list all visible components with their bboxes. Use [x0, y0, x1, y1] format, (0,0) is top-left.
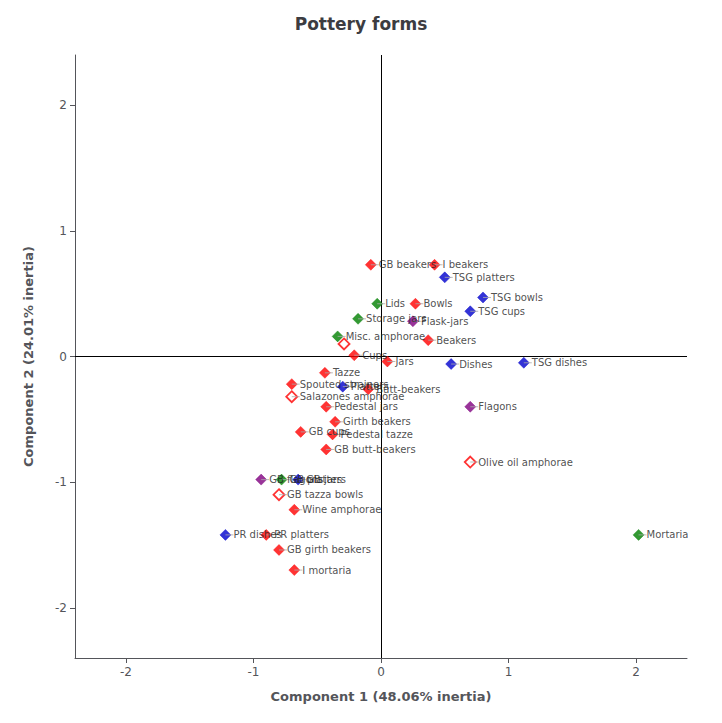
- svg-text:Flask-jars: Flask-jars: [421, 316, 469, 327]
- svg-text:GB platters: GB platters: [290, 474, 346, 485]
- svg-text:0: 0: [377, 665, 385, 679]
- svg-text:Bowls: Bowls: [423, 298, 452, 309]
- svg-text:2: 2: [59, 98, 67, 112]
- svg-text:-1: -1: [55, 475, 67, 489]
- svg-text:GB beakers: GB beakers: [379, 259, 436, 270]
- svg-text:GB butt-beakers: GB butt-beakers: [334, 444, 415, 455]
- svg-text:PR platters: PR platters: [274, 529, 329, 540]
- svg-text:1: 1: [59, 224, 67, 238]
- svg-text:-1: -1: [248, 665, 260, 679]
- svg-text:Pottery forms: Pottery forms: [295, 14, 428, 34]
- svg-text:GB cups: GB cups: [308, 426, 350, 438]
- svg-text:GB girth beakers: GB girth beakers: [287, 544, 371, 555]
- svg-text:Spouted strainers: Spouted strainers: [300, 379, 389, 390]
- svg-text:2: 2: [632, 665, 640, 679]
- svg-text:Pedestal jars: Pedestal jars: [334, 401, 398, 412]
- svg-text:Pedestal tazze: Pedestal tazze: [341, 429, 413, 440]
- svg-text:Dishes: Dishes: [459, 359, 492, 370]
- svg-text:Tazze: Tazze: [332, 367, 360, 378]
- svg-text:1: 1: [505, 665, 513, 679]
- svg-text:-2: -2: [120, 665, 132, 679]
- svg-text:-2: -2: [55, 601, 67, 615]
- svg-text:Cups: Cups: [362, 350, 387, 361]
- svg-text:TSG cups: TSG cups: [477, 306, 525, 317]
- svg-text:Wine amphorae: Wine amphorae: [302, 504, 381, 515]
- svg-text:Jars: Jars: [394, 356, 413, 367]
- svg-text:Misc. amphorae: Misc. amphorae: [346, 331, 426, 342]
- svg-text:GB tazza bowls: GB tazza bowls: [287, 489, 363, 500]
- svg-text:TSG bowls: TSG bowls: [490, 292, 543, 303]
- svg-text:Storage jars: Storage jars: [366, 313, 427, 324]
- svg-text:Butt-beakers: Butt-beakers: [376, 383, 441, 395]
- svg-text:Mortaria: Mortaria: [647, 529, 689, 540]
- svg-text:Lids: Lids: [385, 298, 405, 309]
- svg-text:Salazones amphorae: Salazones amphorae: [299, 391, 405, 403]
- svg-text:Component 1 (48.06% inertia): Component 1 (48.06% inertia): [271, 689, 492, 704]
- svg-text:TSG platters: TSG platters: [452, 272, 515, 283]
- svg-text:Beakers: Beakers: [436, 335, 476, 346]
- svg-text:I beakers: I beakers: [443, 259, 489, 270]
- svg-text:Girth beakers: Girth beakers: [343, 416, 411, 427]
- svg-text:GB jars: GB jars: [306, 474, 342, 485]
- svg-text:Flagons: Flagons: [478, 401, 517, 412]
- svg-text:Olive oil amphorae: Olive oil amphorae: [478, 457, 573, 468]
- svg-text:0: 0: [59, 350, 67, 364]
- svg-text:PR dishes: PR dishes: [233, 529, 282, 541]
- svg-text:I mortaria: I mortaria: [302, 565, 351, 576]
- svg-text:Component 2 (24.01% inertia): Component 2 (24.01% inertia): [21, 246, 36, 467]
- svg-text:TSG dishes: TSG dishes: [531, 357, 587, 368]
